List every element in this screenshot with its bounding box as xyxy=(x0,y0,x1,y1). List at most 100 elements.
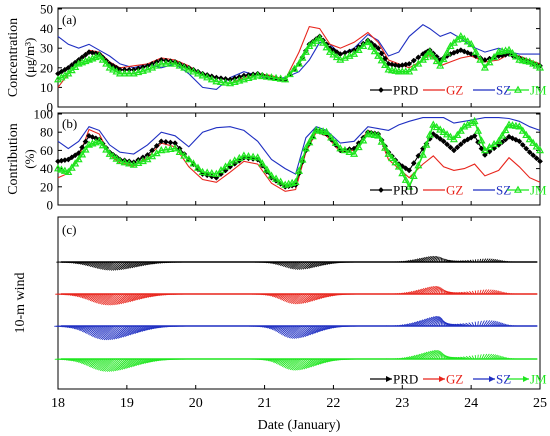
wind-arrow xyxy=(133,261,141,268)
triangle-marker xyxy=(298,155,307,163)
wind-arrow xyxy=(304,293,315,304)
wind-arrow xyxy=(442,353,444,360)
series-sz xyxy=(57,117,541,175)
wind-arrow xyxy=(466,291,471,295)
wind-arrow xyxy=(320,261,326,267)
triangle-marker xyxy=(409,63,418,71)
wind-arrow xyxy=(74,358,81,362)
triangle-marker xyxy=(175,61,184,69)
wind-arrow xyxy=(284,261,292,268)
diamond-marker xyxy=(68,154,75,161)
triangle-marker xyxy=(184,155,193,163)
wind-arrow xyxy=(446,290,452,295)
triangle-marker xyxy=(120,158,129,166)
wind-arrow xyxy=(74,261,79,264)
triangle-marker xyxy=(391,158,400,166)
triangle-marker xyxy=(480,63,489,71)
triangle-marker xyxy=(115,69,124,77)
wind-arrow xyxy=(114,261,124,271)
wind-arrow xyxy=(312,358,322,367)
wind-arrow xyxy=(266,358,272,361)
triangle-marker xyxy=(394,162,403,170)
triangle-marker xyxy=(401,175,410,183)
triangle-marker xyxy=(171,59,180,67)
wind-arrow xyxy=(488,320,495,327)
wind-arrow xyxy=(460,356,467,360)
triangle-marker xyxy=(494,136,503,145)
wind-arrow xyxy=(119,358,132,371)
diamond-marker xyxy=(457,141,464,148)
wind-arrow xyxy=(273,325,282,331)
legend-label: GZ xyxy=(446,372,463,387)
series-line-sz xyxy=(57,117,541,175)
wind-arrow xyxy=(127,293,137,303)
wind-arrow xyxy=(298,261,307,270)
wind-arrow xyxy=(425,256,431,263)
triangle-marker xyxy=(436,125,445,133)
wind-arrow xyxy=(328,261,334,265)
wind-arrow xyxy=(104,358,118,372)
wind-arrow xyxy=(101,325,116,340)
wind-arrow xyxy=(153,261,158,265)
triangle-marker xyxy=(456,126,465,134)
wind-arrow xyxy=(421,317,431,327)
triangle-marker xyxy=(67,163,76,171)
wind-arrow xyxy=(285,293,295,303)
wind-arrow xyxy=(76,293,83,298)
wind-arrow xyxy=(305,358,317,369)
wind-arrow xyxy=(500,291,504,295)
wind-arrow xyxy=(263,325,270,328)
wind-arrow xyxy=(95,325,108,339)
triangle-marker xyxy=(171,144,180,152)
triangle-marker xyxy=(78,150,87,158)
wind-arrow xyxy=(396,357,399,360)
wind-arrow xyxy=(140,261,147,267)
legend-label: GZ xyxy=(446,183,463,198)
wind-arrow xyxy=(78,261,83,265)
wind-arrow xyxy=(137,358,147,366)
wind-arrow xyxy=(290,293,301,304)
wind-arrow xyxy=(423,316,433,327)
wind-arrow xyxy=(75,293,81,297)
wind-arrow xyxy=(494,290,500,295)
wind-arrow xyxy=(263,293,268,296)
legend-item-sz: SZ xyxy=(473,372,511,387)
wind-arrow xyxy=(427,285,435,295)
wind-arrow xyxy=(490,258,495,263)
wind-arrow xyxy=(87,358,97,367)
triangle-marker xyxy=(258,71,267,80)
wind-arrow xyxy=(289,261,297,269)
wind-arrow xyxy=(436,351,441,360)
wind-arrow xyxy=(73,293,79,297)
wind-arrow xyxy=(290,325,303,339)
wind-arrow xyxy=(433,316,440,327)
wind-arrow xyxy=(281,261,288,267)
wind-arrow xyxy=(402,292,406,295)
panel-c-ylabel: 10-m wind xyxy=(13,272,28,333)
wind-arrow xyxy=(436,317,442,327)
wind-arrow xyxy=(292,325,305,339)
wind-arrow xyxy=(481,353,485,360)
wind-arrow xyxy=(472,259,475,263)
wind-arrow xyxy=(415,257,421,263)
wind-arrow xyxy=(122,261,132,270)
wind-arrow xyxy=(306,261,315,270)
triangle-marker xyxy=(370,47,379,55)
triangle-marker xyxy=(262,72,271,80)
triangle-marker xyxy=(340,145,349,154)
wind-arrow xyxy=(288,325,301,339)
wind-arrow xyxy=(440,288,443,295)
wind-arrow xyxy=(427,349,436,360)
triangle-marker xyxy=(374,51,383,59)
panel-a-ylabel-line1: Concentration xyxy=(6,18,21,97)
triangle-marker xyxy=(221,162,230,170)
wind-arrow xyxy=(276,325,286,333)
triangle-marker xyxy=(115,156,124,165)
triangle-marker xyxy=(332,52,341,61)
triangle-marker xyxy=(319,127,328,135)
triangle-marker xyxy=(425,130,434,138)
wind-arrow xyxy=(110,261,120,271)
wind-arrow xyxy=(438,287,442,295)
wind-arrow xyxy=(96,325,110,339)
wind-arrow xyxy=(154,293,160,297)
